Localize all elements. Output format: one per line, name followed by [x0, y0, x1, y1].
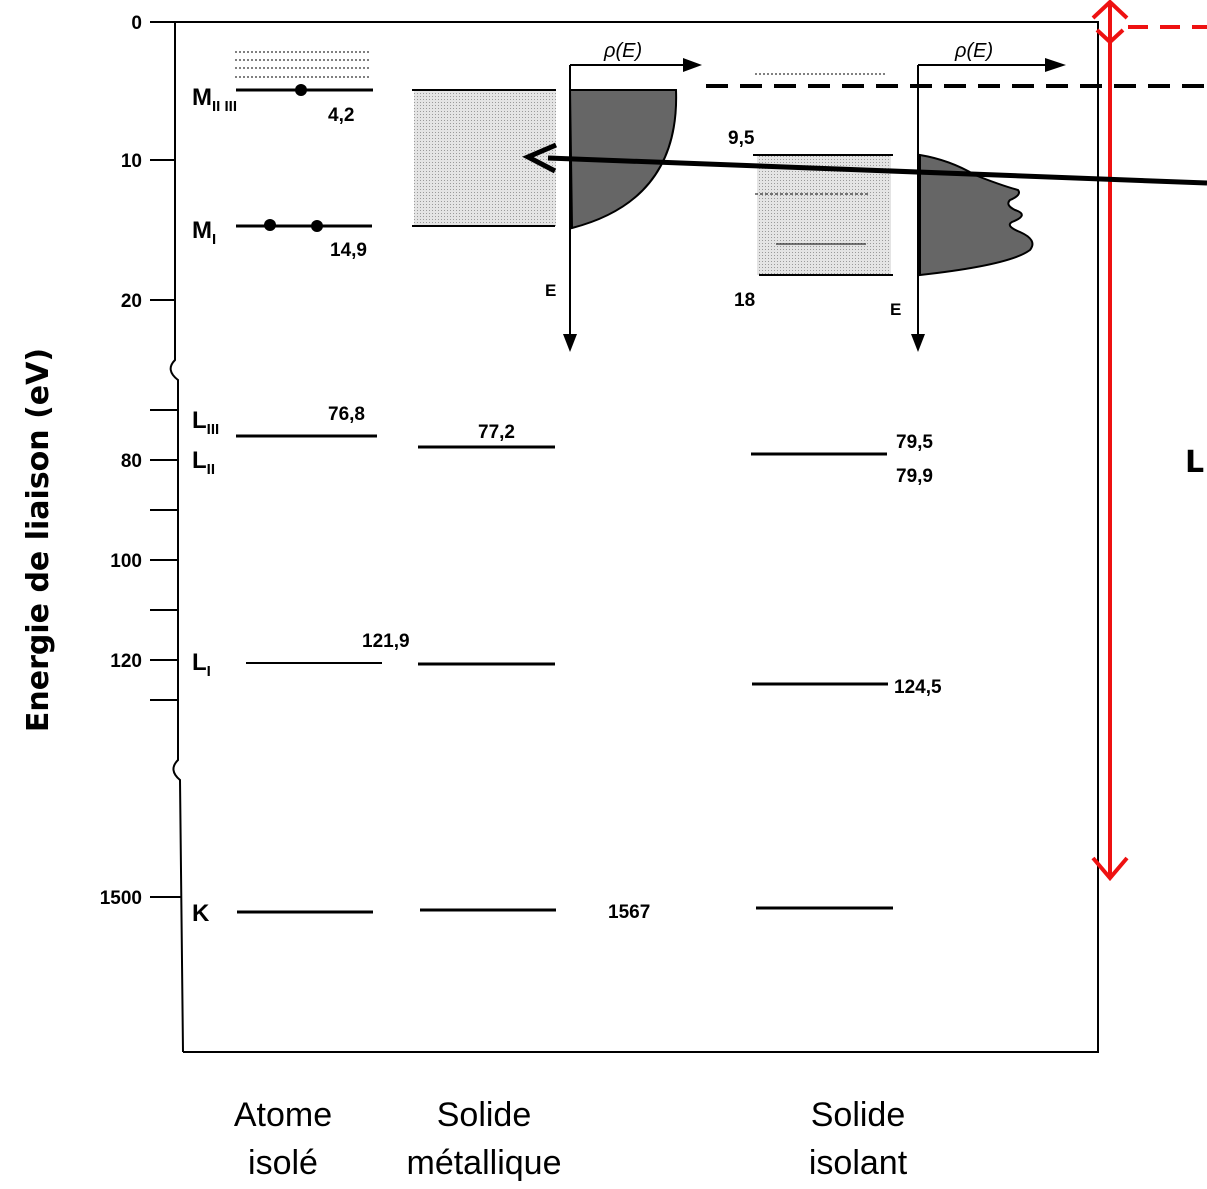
tick-label: 100 — [110, 551, 142, 572]
tick-label: 120 — [110, 651, 142, 672]
electron-dots — [264, 84, 323, 232]
value-label: 18 — [734, 290, 755, 311]
value-label: 121,9 — [362, 631, 410, 652]
column-label-metal: Solide — [437, 1096, 532, 1134]
metal-dos: ρ(E) E — [545, 40, 702, 352]
energy-axis-label: E — [545, 281, 556, 300]
level-label-m1: MI — [192, 217, 216, 248]
electron-dot — [311, 220, 323, 232]
tick-label: 80 — [121, 451, 142, 472]
energy-axis-label: E — [890, 300, 901, 319]
cut-off-label: L — [1185, 445, 1204, 480]
metal-levels — [418, 445, 556, 912]
axis-title: Energie de liaison (eV) — [21, 348, 56, 732]
dos-curve — [919, 153, 1034, 277]
level-label-m23: MII III — [192, 84, 237, 115]
arrow-head — [1045, 58, 1066, 72]
insulator-band — [753, 73, 893, 276]
electron-dot — [264, 219, 276, 231]
atom-levels — [235, 51, 382, 914]
rho-label: ρ(E) — [603, 40, 642, 62]
red-double-arrow — [1091, 0, 1129, 882]
arrow-head — [911, 334, 925, 352]
tick-label: 20 — [121, 291, 142, 312]
column-label-insulator: Solide — [811, 1096, 906, 1134]
value-label: 9,5 — [728, 128, 755, 149]
frame — [169, 21, 1099, 1053]
arrow-head — [683, 58, 702, 72]
atom-values: 4,2 14,9 76,8 121,9 — [328, 105, 410, 652]
insulator-dos: ρ(E) E — [890, 40, 1066, 352]
value-label: 124,5 — [894, 677, 942, 698]
value-label: 76,8 — [328, 404, 365, 425]
tick-label: 1500 — [100, 888, 142, 909]
level-label-l2: LII — [192, 447, 215, 478]
electron-dot — [295, 84, 307, 96]
column-label-insulator: isolant — [809, 1144, 908, 1182]
column-labels: Atome isolé Solide métallique Solide iso… — [234, 1096, 908, 1182]
level-label-l3: LIII — [192, 407, 219, 438]
pointer-arrow — [522, 142, 1207, 186]
value-label: 77,2 — [478, 422, 515, 443]
insulator-levels — [751, 452, 893, 910]
value-label: 79,5 — [896, 432, 933, 453]
rho-label: ρ(E) — [954, 40, 993, 62]
tick-label: 10 — [121, 151, 142, 172]
metal-values: 77,2 1567 — [478, 422, 650, 923]
axis-tick-labels: 0 10 20 80 100 120 1500 — [100, 13, 142, 909]
axis-ticks — [150, 21, 181, 898]
column-label-metal: métallique — [407, 1144, 562, 1182]
arrow-head — [563, 334, 577, 352]
insulator-values: 9,5 18 79,5 79,9 124,5 — [728, 128, 942, 698]
value-label: 79,9 — [896, 466, 933, 487]
level-label-k: K — [192, 900, 210, 927]
level-labels: MII III MI LIII LII LI K — [192, 84, 237, 927]
level-label-l1: LI — [192, 649, 211, 680]
value-label: 1567 — [608, 902, 650, 923]
value-label: 14,9 — [330, 240, 367, 261]
tick-label: 0 — [131, 13, 142, 34]
column-label-atom: isolé — [248, 1144, 318, 1182]
value-label: 4,2 — [328, 105, 354, 126]
column-label-atom: Atome — [234, 1096, 332, 1134]
